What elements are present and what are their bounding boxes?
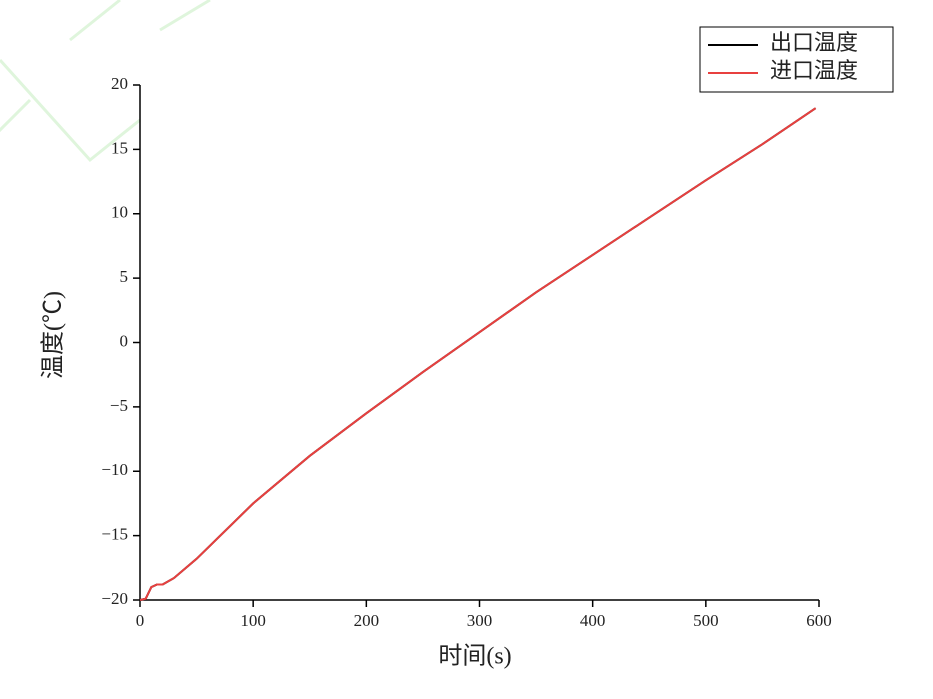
legend-box: [699, 26, 894, 93]
y-tick-label: −5: [110, 396, 128, 415]
series-line: [139, 107, 817, 601]
y-axis-label: 温度(℃): [40, 291, 67, 379]
x-tick-label: 0: [136, 611, 145, 630]
y-tick-label: −20: [101, 589, 128, 608]
x-tick-label: 100: [240, 611, 266, 630]
x-tick-label: 600: [806, 611, 832, 630]
y-tick-label: 10: [111, 203, 128, 222]
y-tick-label: 15: [111, 138, 128, 157]
x-tick-label: 400: [580, 611, 606, 630]
x-axis-label: 时间(s): [438, 643, 511, 670]
y-tick-label: 20: [111, 74, 128, 93]
y-tick-label: 5: [120, 267, 129, 286]
watermark: [0, 0, 211, 163]
y-tick-label: −10: [101, 460, 128, 479]
legend-label: 进口温度: [770, 58, 858, 83]
legend-label: 出口温度: [770, 30, 858, 55]
y-tick-label: −15: [101, 525, 128, 544]
y-tick-label: 0: [120, 331, 129, 350]
x-tick-label: 300: [467, 611, 493, 630]
x-tick-label: 200: [354, 611, 380, 630]
x-tick-label: 500: [693, 611, 719, 630]
series-line: [139, 107, 817, 601]
